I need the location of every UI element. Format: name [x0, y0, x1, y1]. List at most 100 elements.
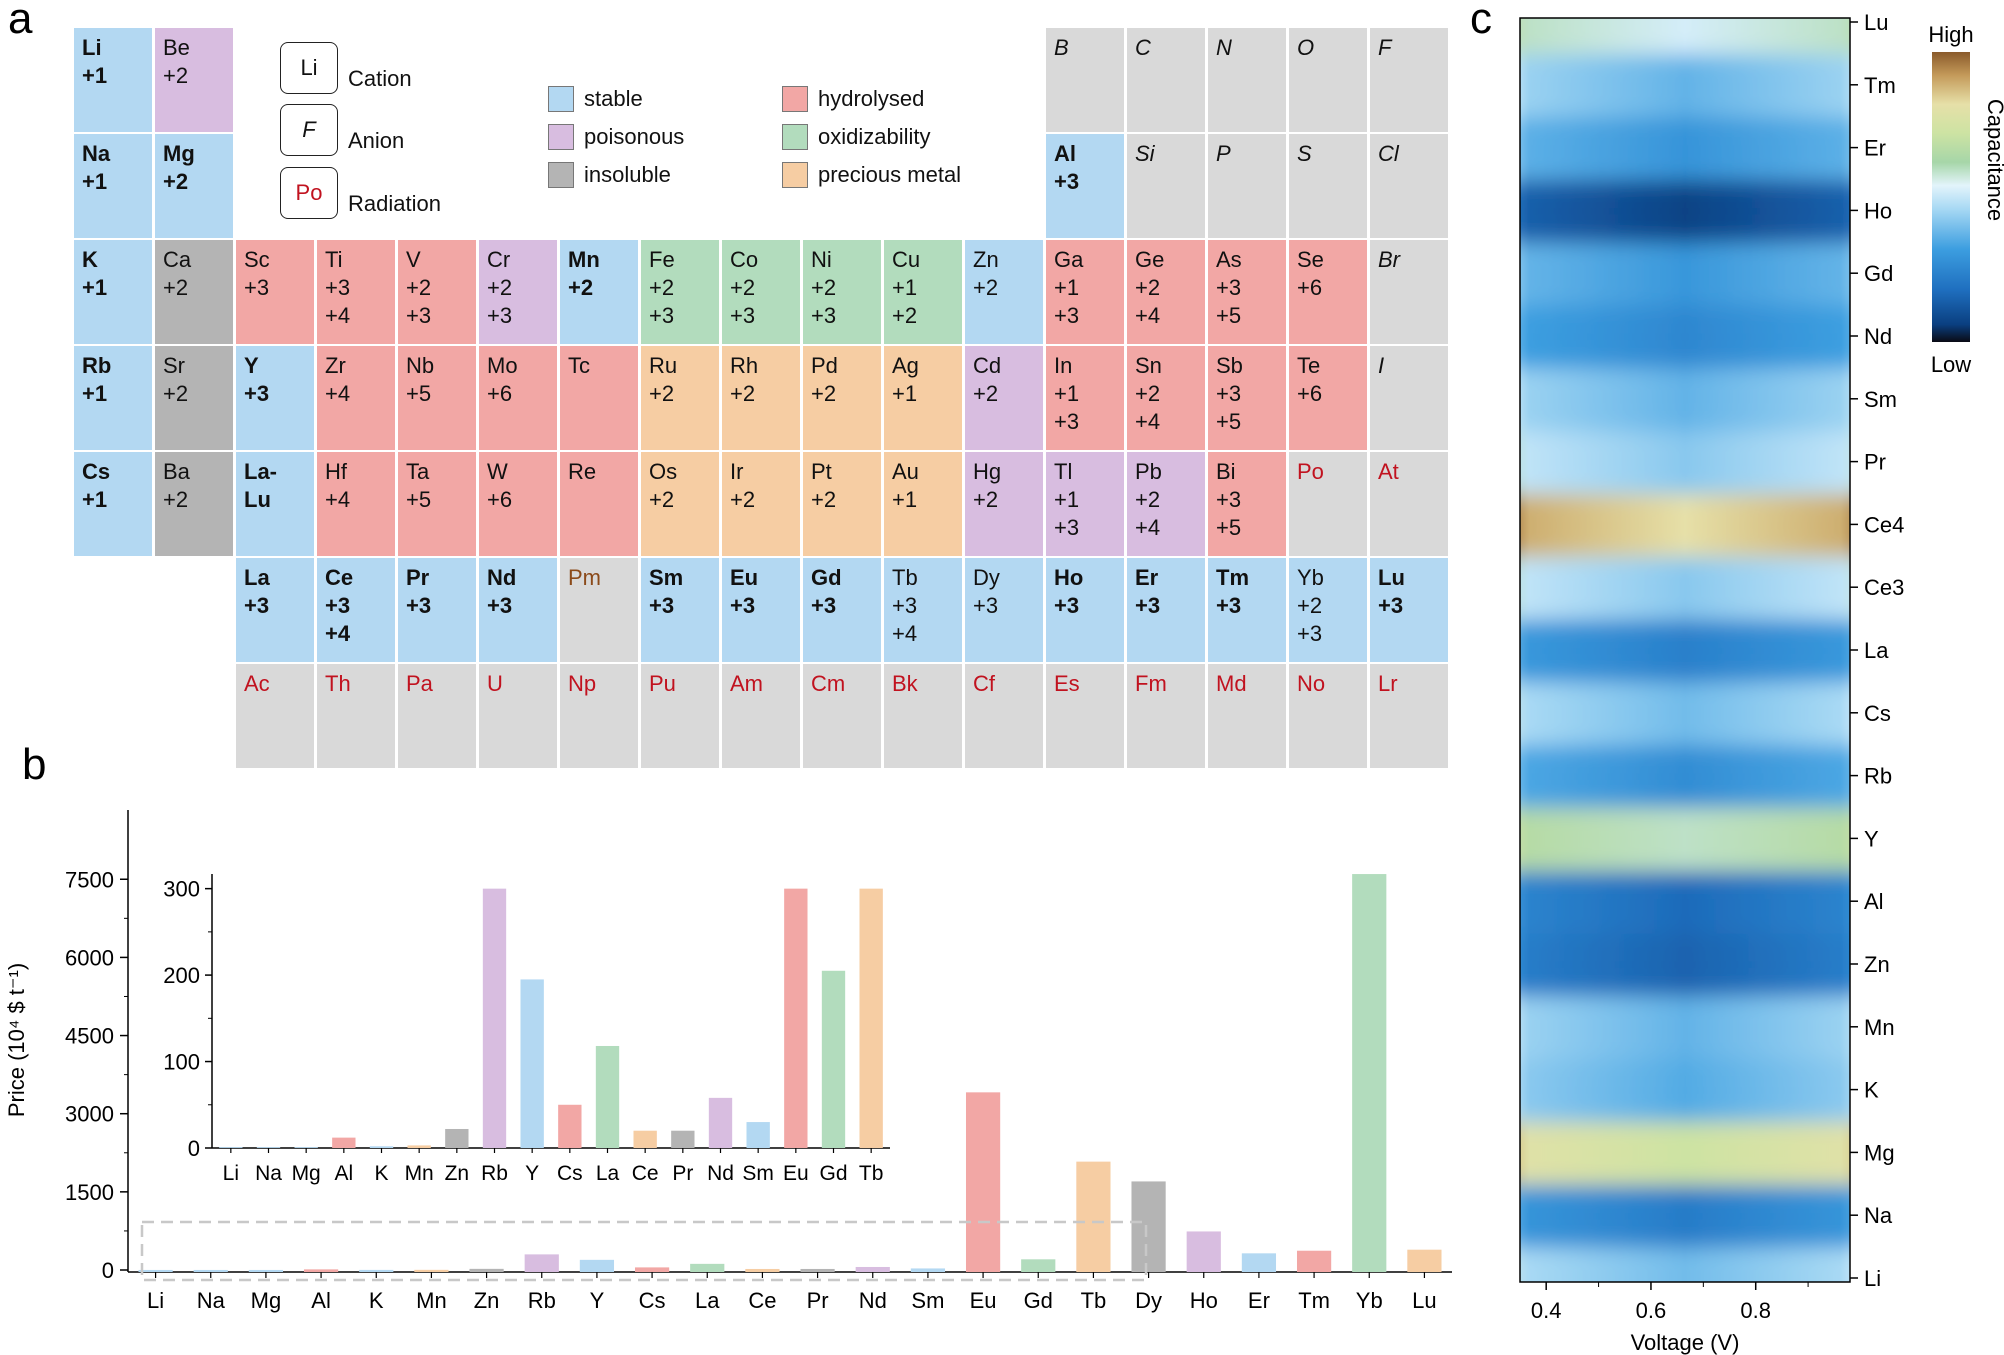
colorbar-low-label: Low	[1931, 352, 1971, 377]
element-cell: Sm +3	[641, 558, 719, 662]
y-category-label: K	[1864, 1078, 1879, 1103]
x-tick-label: Lu	[1412, 1288, 1436, 1313]
bar-sm	[910, 1268, 946, 1272]
y-category-label: Na	[1864, 1203, 1893, 1228]
inset-bar-y	[520, 979, 544, 1148]
inset-y-tick-label: 200	[163, 963, 200, 988]
x-tick-label: Pr	[807, 1288, 829, 1313]
y-category-label: Mn	[1864, 1015, 1895, 1040]
legend-swatch	[548, 124, 574, 150]
element-cell: Mn +2	[560, 240, 638, 344]
capacitance-heatmap: Li Na Mg K Mn Zn Al Y Rb Cs La Ce3 Ce4 Pr Sm Nd Gd Ho Er Tm…	[1519, 10, 2004, 1355]
element-cell: Pu	[641, 664, 719, 768]
inset-bar-mg	[294, 1147, 318, 1148]
legend-label: hydrolysed	[818, 86, 925, 111]
heatmap-row-la	[1520, 618, 1850, 683]
element-cell: Pa	[398, 664, 476, 768]
element-cell: U	[479, 664, 557, 768]
heatmap-row-gd	[1520, 241, 1850, 306]
element-cell: Ga +1 +3	[1046, 240, 1124, 344]
heatmap-row-k	[1520, 1058, 1850, 1122]
heatmap-row-cs	[1520, 681, 1850, 746]
key-label: Anion	[348, 128, 405, 153]
inset-bar-cs	[558, 1104, 582, 1148]
x-tick-label: Er	[1248, 1288, 1270, 1313]
inset-bar-al	[332, 1137, 356, 1148]
periodic-table: Li +1 Be +2 B C N O F Na +1 Mg +2 Al +3 Si P S Cl K +1…	[0, 0, 1460, 775]
y-category-label: Sm	[1864, 387, 1897, 412]
y-category-label: Cs	[1864, 701, 1891, 726]
y-tick-label: 1500	[65, 1180, 114, 1205]
x-tick-label: Dy	[1135, 1288, 1162, 1313]
y-category-label: Al	[1864, 889, 1884, 914]
x-tick-label: Rb	[528, 1288, 556, 1313]
x-tick-label: Nd	[859, 1288, 887, 1313]
inset-bar-sm	[746, 1122, 770, 1148]
bar-gd	[1021, 1259, 1056, 1272]
heatmap-row-rb	[1520, 744, 1850, 808]
y-category-label: Pr	[1864, 450, 1886, 475]
inset-y-tick-label: 300	[163, 877, 200, 902]
element-cell: Sr +2	[155, 346, 233, 450]
element-cell: Ba +2	[155, 452, 233, 556]
heatmap-row-sm	[1520, 367, 1850, 432]
element-cell: Es	[1046, 664, 1124, 768]
panel-label-a: a	[8, 0, 33, 43]
element-cell: Re	[560, 452, 638, 556]
element-cell: Te +6	[1289, 346, 1367, 450]
element-cell: Ir +2	[722, 452, 800, 556]
key-box: Po	[280, 167, 338, 219]
x-axis-label: Voltage (V)	[1631, 1330, 1740, 1355]
inset-x-tick-label: Zn	[445, 1162, 470, 1185]
colorbar	[1932, 52, 1970, 342]
element-cell: As +3 +5	[1208, 240, 1286, 344]
y-category-label: Li	[1864, 1266, 1881, 1291]
heatmap-row-lu	[1520, 18, 1850, 55]
x-tick-label: Y	[590, 1288, 605, 1313]
legend-label: poisonous	[584, 124, 685, 149]
bar-al	[303, 1269, 339, 1272]
inset-bar-na	[256, 1147, 281, 1148]
inset-bar-pr	[671, 1130, 695, 1148]
element-cell: Nd +3	[479, 558, 557, 662]
y-category-label: Ce4	[1864, 512, 1904, 537]
inset-x-tick-label: Na	[255, 1162, 282, 1185]
element-cell: Ce +3 +4	[317, 558, 395, 662]
element-cell: Tm +3	[1208, 558, 1286, 662]
element-cell: Rb +1	[74, 346, 152, 450]
inset-x-tick-label: Ce	[632, 1162, 659, 1185]
heatmap-row-na	[1520, 1183, 1850, 1248]
heatmap-row-ce4	[1520, 493, 1850, 557]
inset-x-tick-label: La	[596, 1162, 620, 1185]
inset-x-tick-label: Cs	[557, 1162, 583, 1185]
legend-label: insoluble	[584, 162, 671, 187]
legend-label: stable	[584, 86, 643, 111]
y-tick-label: 7500	[65, 867, 114, 892]
bar-rb	[524, 1254, 559, 1272]
bar-li	[138, 1269, 173, 1272]
heatmap-row-ce3	[1520, 555, 1850, 620]
y-category-label: Y	[1864, 826, 1879, 851]
x-tick-label: Tm	[1298, 1288, 1330, 1313]
bar-ho	[1186, 1231, 1221, 1272]
element-cell: C	[1127, 28, 1205, 132]
inset-bar-k	[369, 1146, 394, 1148]
x-tick-label: Sm	[911, 1288, 944, 1313]
bar-nd	[855, 1266, 890, 1272]
element-cell: Zr +4	[317, 346, 395, 450]
element-cell: Cs +1	[74, 452, 152, 556]
inset-x-tick-label: Mg	[292, 1162, 321, 1185]
x-tick-label: Gd	[1024, 1288, 1053, 1313]
element-cell: Cf	[965, 664, 1043, 768]
bar-er	[1241, 1253, 1277, 1272]
element-cell: Os +2	[641, 452, 719, 556]
element-cell: K +1	[74, 240, 152, 344]
heatmap-rows	[1520, 18, 1850, 1282]
bar-ce	[745, 1268, 780, 1272]
element-cell: No	[1289, 664, 1367, 768]
x-tick-label: Ce	[748, 1288, 776, 1313]
y-category-label: Ho	[1864, 198, 1892, 223]
bar-y	[579, 1259, 615, 1272]
element-cell: Cl	[1370, 134, 1448, 238]
